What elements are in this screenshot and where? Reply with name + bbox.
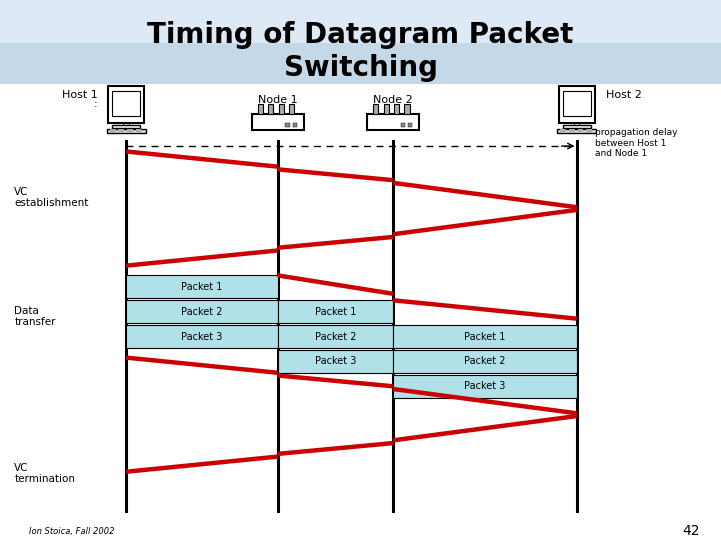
Bar: [393, 325, 577, 348]
Bar: [578, 131, 583, 133]
Bar: [126, 325, 278, 348]
Text: Timing of Datagram Packet
Switching: Timing of Datagram Packet Switching: [147, 21, 574, 82]
Bar: [126, 275, 278, 298]
Bar: [569, 129, 575, 130]
Text: Node 1: Node 1: [258, 95, 297, 105]
Text: Packet 2: Packet 2: [181, 307, 223, 316]
Bar: [560, 131, 566, 133]
Bar: [559, 86, 595, 123]
Bar: [0, 0, 721, 43]
Text: propagation delay
between Host 1
and Node 1: propagation delay between Host 1 and Nod…: [595, 128, 677, 159]
Text: Packet 2: Packet 2: [314, 332, 356, 341]
Text: Packet 3: Packet 3: [314, 357, 356, 366]
Bar: [0, 0, 721, 84]
Bar: [108, 86, 144, 123]
Text: Node 2: Node 2: [373, 95, 413, 105]
Bar: [136, 129, 141, 130]
Bar: [112, 91, 140, 116]
Bar: [373, 104, 379, 114]
Bar: [404, 104, 410, 114]
Bar: [563, 91, 590, 116]
Bar: [118, 129, 124, 130]
Bar: [586, 129, 592, 130]
Text: Packet 3: Packet 3: [464, 381, 505, 391]
Text: Packet 2: Packet 2: [464, 357, 505, 366]
Bar: [252, 114, 304, 130]
Bar: [110, 131, 115, 133]
Bar: [110, 129, 115, 130]
Text: Ion Stoica, Fall 2002: Ion Stoica, Fall 2002: [29, 527, 115, 536]
Bar: [112, 125, 141, 128]
Text: Host 2: Host 2: [606, 90, 642, 100]
Bar: [408, 122, 412, 127]
Bar: [569, 131, 575, 133]
Bar: [126, 300, 278, 323]
Bar: [127, 131, 133, 133]
Bar: [560, 129, 566, 130]
Bar: [278, 104, 284, 114]
Bar: [574, 123, 580, 126]
Bar: [268, 104, 273, 114]
Bar: [586, 131, 592, 133]
Text: VC
establishment: VC establishment: [14, 187, 89, 208]
Text: Packet 1: Packet 1: [181, 282, 223, 292]
Bar: [278, 300, 393, 323]
Bar: [393, 350, 577, 373]
Bar: [401, 122, 405, 127]
Text: Packet 3: Packet 3: [181, 332, 223, 341]
Text: Packet 1: Packet 1: [314, 307, 356, 316]
Text: Data
transfer: Data transfer: [14, 306, 56, 327]
Bar: [136, 131, 141, 133]
Bar: [578, 129, 583, 130]
Bar: [123, 123, 129, 126]
Text: :: :: [94, 99, 97, 109]
Bar: [557, 129, 596, 133]
Bar: [293, 122, 297, 127]
Bar: [107, 129, 146, 133]
Bar: [562, 125, 591, 128]
Bar: [278, 350, 393, 373]
Bar: [258, 104, 263, 114]
Text: VC
termination: VC termination: [14, 463, 76, 484]
Bar: [394, 104, 399, 114]
Bar: [289, 104, 294, 114]
Bar: [118, 131, 124, 133]
Bar: [278, 325, 393, 348]
Text: Host 1: Host 1: [61, 90, 97, 100]
Bar: [367, 114, 419, 130]
Bar: [127, 129, 133, 130]
Text: Packet 1: Packet 1: [464, 332, 505, 341]
Bar: [393, 375, 577, 398]
Bar: [286, 122, 290, 127]
Bar: [384, 104, 389, 114]
Text: 42: 42: [682, 524, 699, 538]
